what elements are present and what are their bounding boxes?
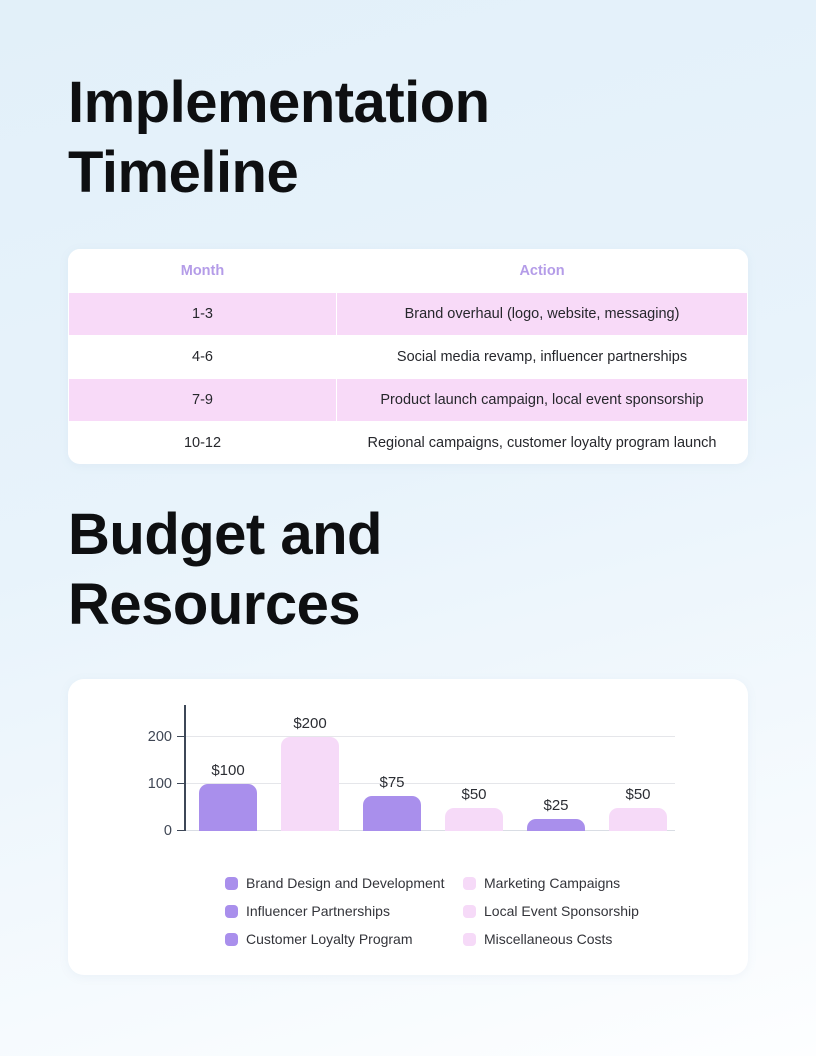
table-row: 4-6 Social media revamp, influencer partn… bbox=[68, 335, 748, 379]
legend-label: Marketing Campaigns bbox=[484, 875, 621, 891]
chart-plot: 0 100 200 $100 $200 $75 $50 $25 $50 bbox=[148, 705, 675, 839]
table-row: 7-9 Product launch campaign, local event … bbox=[68, 378, 748, 422]
legend-swatch bbox=[225, 932, 238, 946]
timeline-table-body: 1-3 Brand overhaul (logo, website, messag… bbox=[68, 292, 748, 464]
cell-action: Regional campaigns, customer loyalty pro… bbox=[336, 421, 748, 464]
bar-influencer-partnerships bbox=[363, 795, 421, 831]
legend-item: Influencer Partnerships bbox=[225, 903, 463, 919]
budget-chart-card: 0 100 200 $100 $200 $75 $50 $25 $50 Brand Design… bbox=[68, 679, 748, 975]
y-axis-label: 200 bbox=[147, 729, 172, 745]
gridline bbox=[186, 736, 675, 737]
legend-item: Local Event Sponsorship bbox=[463, 903, 639, 919]
legend-item: Miscellaneous Costs bbox=[463, 931, 639, 947]
bar-local-event-sponsorship bbox=[445, 807, 503, 831]
y-axis-tick bbox=[177, 782, 185, 784]
table-row: 10-12 Regional campaigns, customer loyalt… bbox=[68, 421, 748, 464]
cell-month: 10-12 bbox=[68, 421, 337, 464]
bar-miscellaneous-costs bbox=[609, 807, 667, 831]
chart-legend: Brand Design and Development Marketing Ca… bbox=[225, 875, 639, 947]
bar-value-label: $200 bbox=[293, 715, 327, 732]
cell-action: Product launch campaign, local event spo… bbox=[336, 378, 748, 422]
y-axis-tick bbox=[177, 735, 185, 737]
y-axis-tick bbox=[177, 829, 185, 831]
legend-swatch bbox=[463, 876, 476, 890]
bar-value-label: $50 bbox=[461, 785, 487, 803]
legend-swatch bbox=[463, 932, 476, 946]
column-header-action: Action bbox=[336, 249, 748, 293]
bar-value-label: $100 bbox=[211, 762, 245, 779]
table-header-row: Month Action bbox=[68, 249, 748, 293]
legend-label: Miscellaneous Costs bbox=[484, 931, 613, 947]
timeline-table-card: Month Action 1-3 Brand overhaul (logo, we… bbox=[68, 249, 748, 464]
timeline-table: Month Action 1-3 Brand overhaul (logo, we… bbox=[68, 249, 748, 464]
legend-swatch bbox=[463, 904, 476, 918]
cell-action: Brand overhaul (logo, website, messaging… bbox=[336, 292, 748, 336]
cell-action: Social media revamp, influencer partners… bbox=[336, 335, 748, 379]
legend-label: Influencer Partnerships bbox=[246, 903, 390, 919]
legend-swatch bbox=[225, 904, 238, 918]
cell-month: 4-6 bbox=[68, 335, 337, 379]
bar-marketing-campaigns bbox=[281, 737, 339, 831]
column-header-month: Month bbox=[68, 249, 337, 293]
legend-item: Brand Design and Development bbox=[225, 875, 463, 891]
bar-value-label: $25 bbox=[543, 797, 569, 815]
cell-month: 7-9 bbox=[68, 378, 337, 422]
legend-swatch bbox=[225, 876, 238, 890]
bar-brand-design-and-development bbox=[199, 784, 257, 831]
section-title-budget-resources: Budget and Resources bbox=[68, 502, 382, 637]
legend-label: Brand Design and Development bbox=[246, 875, 445, 891]
section-title-implementation-timeline: Implementation Timeline bbox=[68, 70, 490, 205]
bar-value-label: $75 bbox=[379, 773, 405, 791]
chart-baseline bbox=[186, 830, 675, 831]
table-row: 1-3 Brand overhaul (logo, website, messag… bbox=[68, 292, 748, 336]
legend-label: Local Event Sponsorship bbox=[484, 903, 639, 919]
legend-label: Customer Loyalty Program bbox=[246, 931, 413, 947]
legend-item: Marketing Campaigns bbox=[463, 875, 639, 891]
cell-month: 1-3 bbox=[68, 292, 337, 336]
y-axis-label: 100 bbox=[147, 776, 172, 792]
y-axis-label: 0 bbox=[163, 823, 172, 839]
legend-item: Customer Loyalty Program bbox=[225, 931, 463, 947]
bar-value-label: $50 bbox=[625, 785, 651, 803]
bar-customer-loyalty-program bbox=[527, 819, 585, 831]
gridline bbox=[186, 783, 675, 784]
